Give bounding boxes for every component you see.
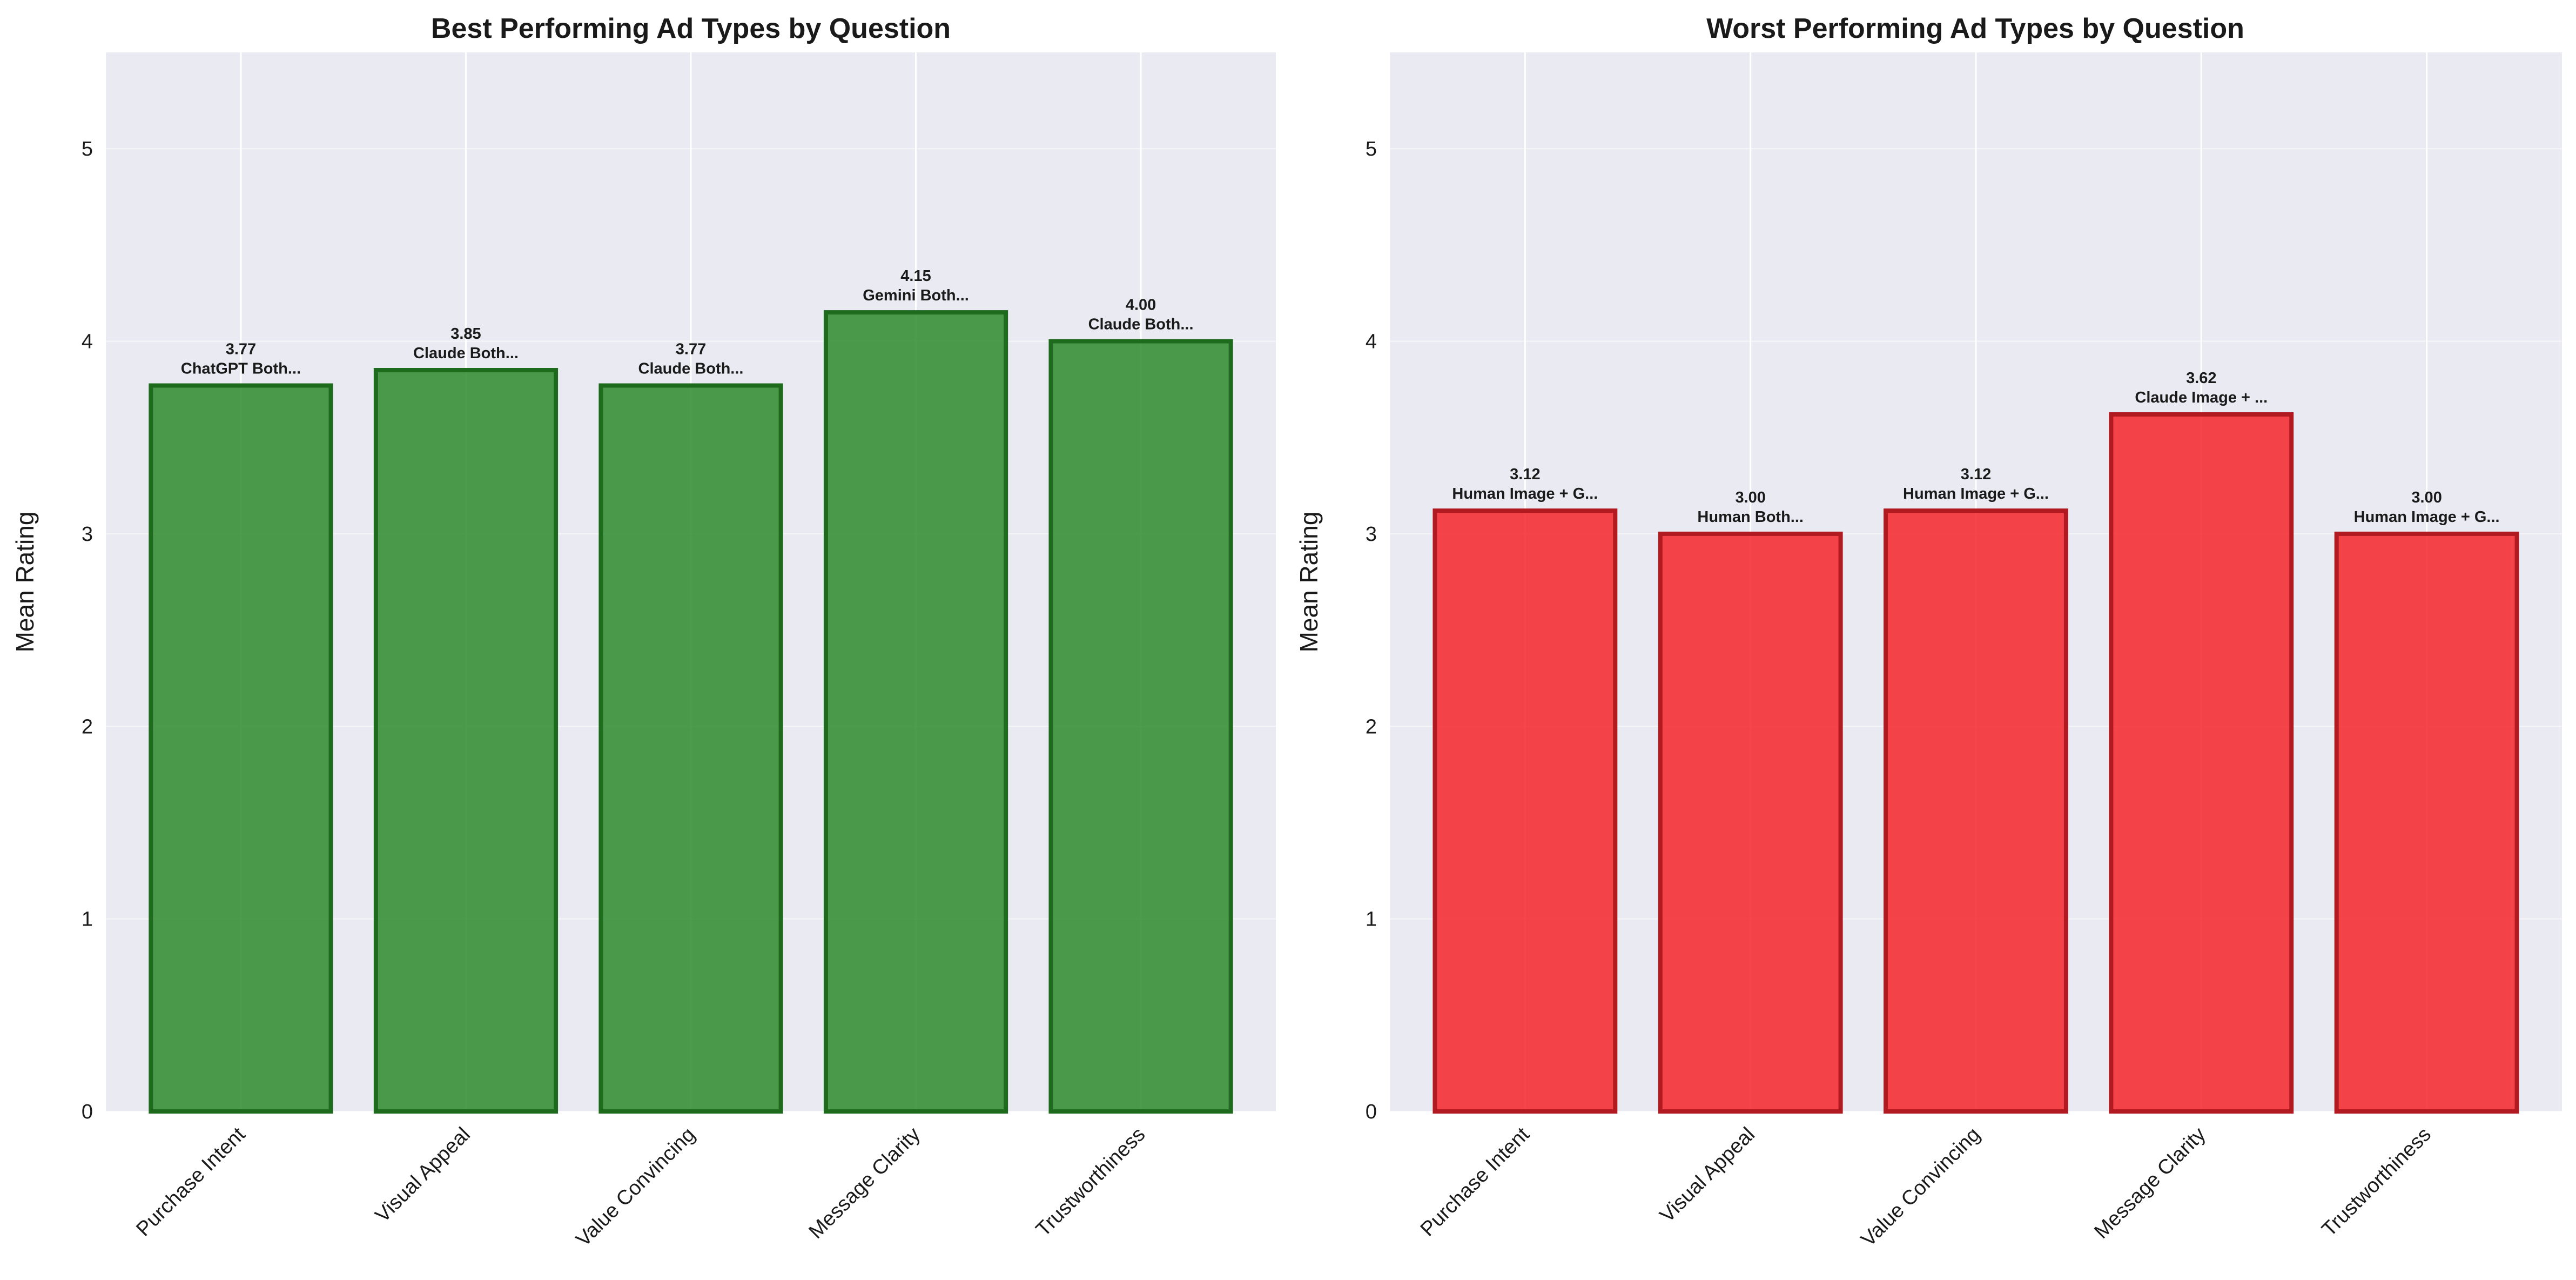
bar-labels: 3.77 ChatGPT Both... 3.85 Claude Both... 3.7… bbox=[181, 267, 1194, 377]
bar bbox=[1884, 508, 2068, 1114]
bar bbox=[2334, 531, 2519, 1114]
bar-name-label: Claude Both... bbox=[1088, 316, 1194, 333]
bar-value-label: 4.00 bbox=[1126, 297, 1156, 314]
y-tick-label: 2 bbox=[1366, 715, 1377, 738]
bar-value-label: 3.12 bbox=[1961, 466, 1991, 483]
bar-value-label: 4.15 bbox=[900, 267, 931, 285]
y-axis-label: Mean Rating bbox=[11, 512, 39, 653]
bar-name-label: Human Image + G... bbox=[2354, 508, 2500, 526]
best-performing-chart: 3.77 ChatGPT Both... 3.85 Claude Both... 3.7… bbox=[11, 13, 1276, 1251]
y-tick-label: 1 bbox=[1366, 908, 1377, 931]
chart-title: Worst Performing Ad Types by Question bbox=[1706, 13, 2244, 44]
y-axis-label: Mean Rating bbox=[1295, 512, 1323, 653]
bar-value-label: 3.77 bbox=[676, 341, 706, 358]
bar-name-label: Human Image + G... bbox=[1452, 485, 1598, 502]
bars bbox=[1432, 412, 2519, 1114]
y-tick-label: 4 bbox=[82, 331, 93, 353]
bar-value-label: 3.85 bbox=[450, 325, 481, 343]
y-tick-label: 2 bbox=[82, 715, 93, 738]
bar-name-label: ChatGPT Both... bbox=[181, 360, 301, 378]
y-tick-labels: 0 1 2 3 4 5 bbox=[82, 138, 93, 1123]
bar bbox=[1048, 339, 1233, 1114]
bars bbox=[149, 310, 1233, 1114]
bar-labels: 3.12 Human Image + G... 3.00 Human Both... 3… bbox=[1452, 370, 2499, 526]
y-tick-label: 4 bbox=[1366, 331, 1377, 353]
y-tick-label: 5 bbox=[82, 138, 93, 160]
bar-value-label: 3.00 bbox=[1735, 489, 1765, 506]
bar bbox=[598, 383, 783, 1114]
y-tick-label: 0 bbox=[1366, 1101, 1377, 1123]
bar-name-label: Claude Image + ... bbox=[2135, 389, 2268, 406]
bar-name-label: Human Image + G... bbox=[1903, 485, 2049, 502]
y-tick-label: 3 bbox=[1366, 523, 1377, 546]
bar bbox=[149, 383, 333, 1114]
worst-performing-chart: 3.12 Human Image + G... 3.00 Human Both... 3… bbox=[1295, 13, 2562, 1251]
y-tick-label: 3 bbox=[82, 523, 93, 546]
bar bbox=[1658, 531, 1843, 1114]
bar-value-label: 3.00 bbox=[2411, 489, 2442, 506]
bar-name-label: Human Both... bbox=[1697, 508, 1804, 526]
bar-name-label: Claude Both... bbox=[638, 360, 744, 378]
y-tick-label: 5 bbox=[1366, 138, 1377, 160]
bar-value-label: 3.62 bbox=[2186, 370, 2216, 387]
bar bbox=[2109, 412, 2294, 1114]
y-tick-label: 0 bbox=[82, 1101, 93, 1123]
chart-title: Best Performing Ad Types by Question bbox=[431, 13, 951, 44]
bar bbox=[373, 368, 559, 1114]
y-tick-label: 1 bbox=[82, 908, 93, 931]
bar-name-label: Gemini Both... bbox=[863, 287, 969, 304]
bar bbox=[1432, 508, 1618, 1114]
bar-name-label: Claude Both... bbox=[413, 345, 519, 362]
bar-value-label: 3.77 bbox=[226, 341, 256, 358]
bar-value-label: 3.12 bbox=[1510, 466, 1540, 483]
bar bbox=[823, 310, 1008, 1114]
y-tick-labels: 0 1 2 3 4 5 bbox=[1366, 138, 1377, 1123]
